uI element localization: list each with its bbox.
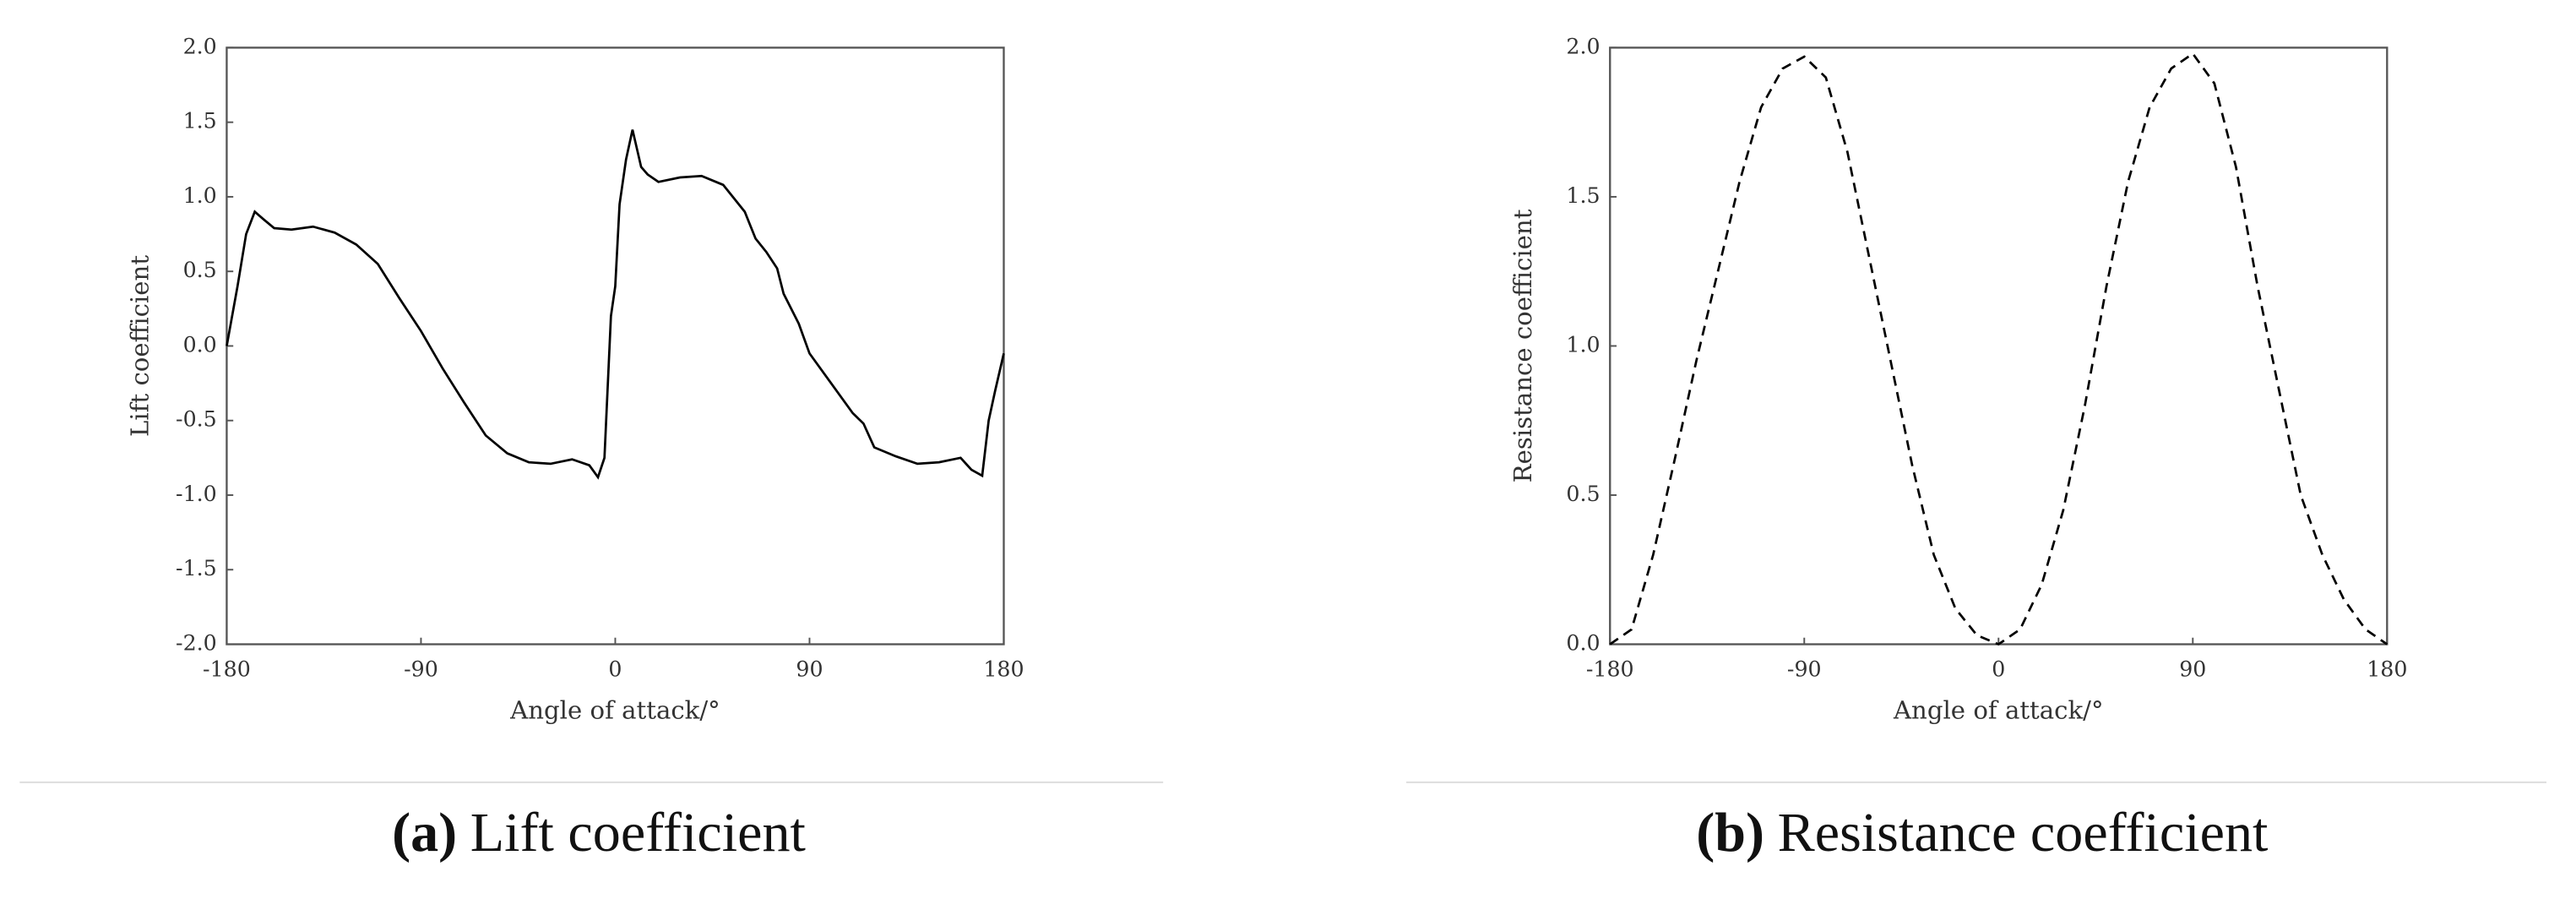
y-tick-label: 0.0 <box>183 332 217 357</box>
y-tick-label: 1.0 <box>183 183 217 208</box>
x-tick-label: -180 <box>1586 657 1634 682</box>
x-tick-label: -180 <box>203 657 251 682</box>
x-axis-label: Angle of attack/° <box>509 695 720 724</box>
y-tick-label: -0.5 <box>176 407 217 432</box>
x-axis-label: Angle of attack/° <box>1893 695 2104 724</box>
y-axis-label: Resistance coefficient <box>1508 209 1537 482</box>
y-axis-label: Lift coefficient <box>125 255 154 437</box>
y-tick-label: 1.5 <box>1566 183 1600 208</box>
y-tick-label: -1.0 <box>176 482 217 506</box>
x-tick-label: -90 <box>1787 657 1822 682</box>
caption: (a) Lift coefficient <box>392 802 806 864</box>
data-line <box>226 129 1005 480</box>
x-tick-label: 90 <box>796 657 823 682</box>
caption-label: (a) <box>392 802 457 864</box>
data-line <box>1609 52 2389 646</box>
y-tick-label: 1.0 <box>1566 332 1600 357</box>
y-tick-label: -2.0 <box>176 631 217 656</box>
caption: (b) Resistance coefficient <box>1696 802 2268 864</box>
x-tick-label: 180 <box>983 657 1024 682</box>
x-tick-label: 180 <box>2367 657 2407 682</box>
caption-text: Lift coefficient <box>470 802 806 864</box>
y-tick-label: 1.5 <box>183 109 217 133</box>
y-tick-label: 2.0 <box>1566 34 1600 58</box>
x-tick-label: -90 <box>404 657 438 682</box>
x-tick-label: 90 <box>2179 657 2206 682</box>
x-tick-label: 0 <box>608 657 622 682</box>
y-tick-label: 2.0 <box>183 34 217 58</box>
y-tick-label: 0.5 <box>183 258 217 282</box>
plot-frame <box>226 46 1005 646</box>
caption-text: Resistance coefficient <box>1778 802 2269 864</box>
y-tick-label: 0.0 <box>1566 631 1600 656</box>
caption-label: (b) <box>1696 802 1764 864</box>
y-tick-label: 0.5 <box>1566 482 1600 506</box>
y-tick-label: -1.5 <box>176 556 217 580</box>
x-tick-label: 0 <box>1992 657 2005 682</box>
